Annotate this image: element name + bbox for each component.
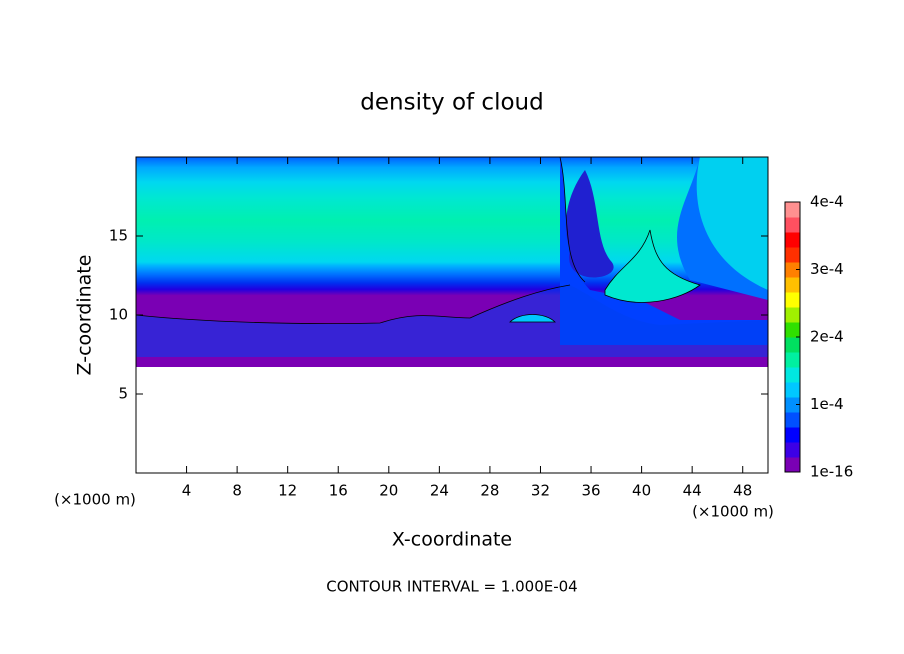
colorbar-segment	[785, 247, 800, 263]
colorbar-segment	[785, 277, 800, 293]
colorbar-segment	[785, 337, 800, 353]
x-tick-label: 16	[329, 482, 348, 500]
colorbar-segment	[785, 442, 800, 458]
x-tick-label: 32	[531, 482, 550, 500]
colorbar-tick-label: 4e-4	[810, 193, 844, 211]
colorbar-segment	[785, 262, 800, 278]
colorbar-segment	[785, 382, 800, 398]
colorbar-tick-label: 3e-4	[810, 260, 844, 278]
x-tick-label: 44	[683, 482, 702, 500]
y-axis-label: Z-coordinate	[74, 255, 96, 376]
colorbar-segment	[785, 322, 800, 338]
colorbar-segment	[785, 202, 800, 218]
colorbar-segment	[785, 457, 800, 473]
colorbar-tick-label: 1e-4	[810, 395, 844, 413]
contour-field	[136, 157, 768, 473]
x-tick-label: 8	[232, 482, 242, 500]
colorbar-segment	[785, 232, 800, 248]
y-tick-label: 15	[109, 227, 128, 245]
x-tick-label: 24	[430, 482, 449, 500]
footnote: CONTOUR INTERVAL = 1.000E-04	[326, 578, 577, 596]
x-tick-label: 36	[581, 482, 600, 500]
y-tick-label: 10	[109, 306, 128, 324]
x-tick-label: 12	[278, 482, 297, 500]
x-tick-label: 48	[733, 482, 752, 500]
colorbar-segment	[785, 307, 800, 323]
colorbar-segment	[785, 217, 800, 233]
colorbar-segment	[785, 352, 800, 368]
y-unit: (×1000 m)	[54, 491, 136, 509]
colorbar-segment	[785, 292, 800, 308]
x-tick-label: 28	[480, 482, 499, 500]
colorbar-tick-label: 2e-4	[810, 328, 844, 346]
x-tick-label: 40	[632, 482, 651, 500]
colorbar-tick-label: 1e-16	[810, 463, 853, 481]
chart-title: density of cloud	[360, 90, 543, 116]
x-axis-label: X-coordinate	[392, 529, 512, 551]
colorbar-segment	[785, 397, 800, 413]
x-tick-label: 20	[379, 482, 398, 500]
colorbar-segment	[785, 412, 800, 428]
colorbar-segment	[785, 367, 800, 383]
x-tick-label: 4	[182, 482, 192, 500]
colorbar-segment	[785, 427, 800, 443]
y-tick-label: 5	[118, 385, 128, 403]
x-unit: (×1000 m)	[692, 503, 774, 521]
